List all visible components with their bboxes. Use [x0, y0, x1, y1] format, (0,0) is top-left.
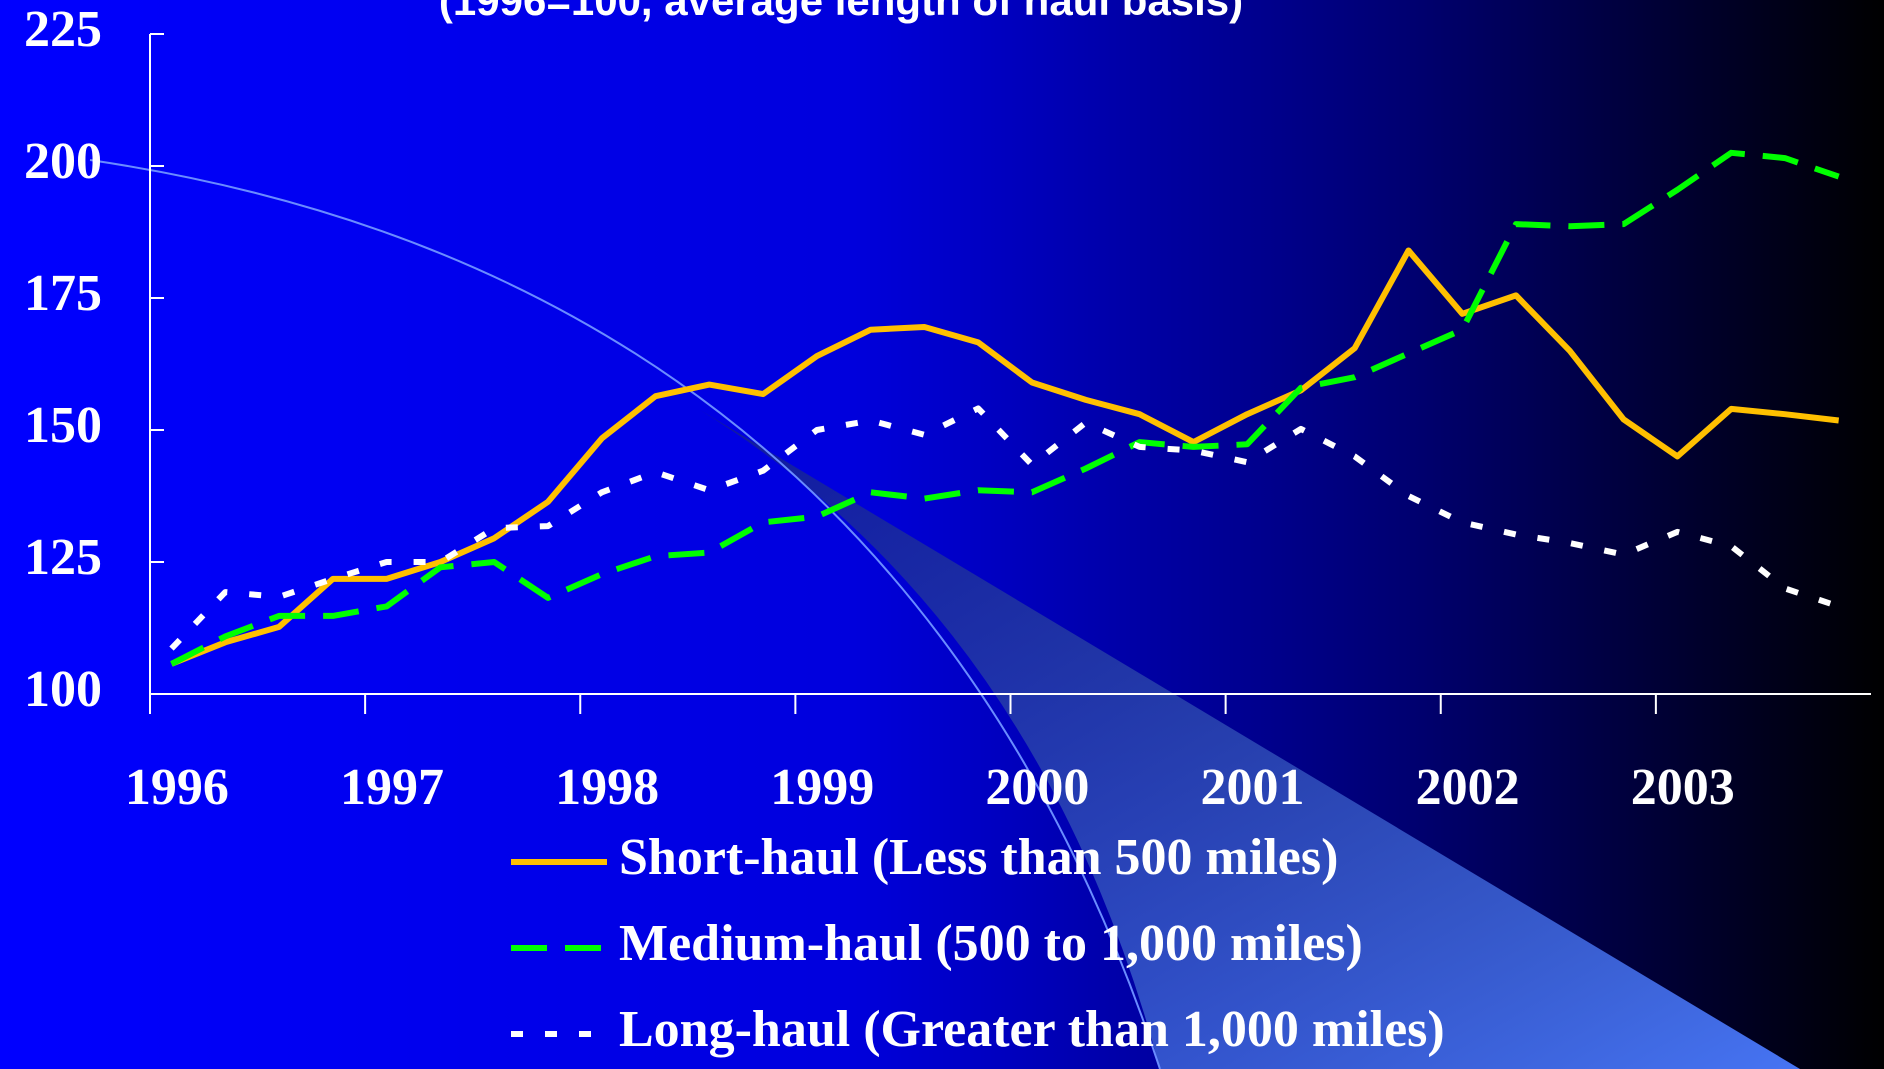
y-tick-label: 175 — [24, 265, 102, 322]
x-tick-label: 2003 — [1631, 759, 1735, 816]
x-tick-label: 1997 — [340, 759, 444, 816]
page: (1996=100, average length of haul basis)… — [0, 0, 1884, 1069]
x-tick-label: 1998 — [555, 759, 659, 816]
legend-label: Medium-haul (500 to 1,000 miles) — [619, 915, 1363, 972]
x-tick-label: 2002 — [1416, 759, 1520, 816]
x-tick-label: 1996 — [125, 759, 229, 816]
legend-label: Long-haul (Greater than 1,000 miles) — [619, 1001, 1445, 1058]
x-tick-label: 1999 — [770, 759, 874, 816]
y-tick-label: 200 — [24, 133, 102, 190]
background — [0, 0, 1884, 1069]
x-tick-label: 2000 — [985, 759, 1089, 816]
y-tick-label: 125 — [24, 529, 102, 586]
y-tick-label: 100 — [24, 661, 102, 718]
chart: (1996=100, average length of haul basis)… — [0, 0, 1884, 1069]
y-tick-label: 225 — [24, 1, 102, 58]
y-tick-label: 150 — [24, 397, 102, 454]
legend-label: Short-haul (Less than 500 miles) — [619, 829, 1338, 886]
x-tick-label: 2001 — [1201, 759, 1305, 816]
chart-title: (1996=100, average length of haul basis) — [439, 0, 1243, 24]
